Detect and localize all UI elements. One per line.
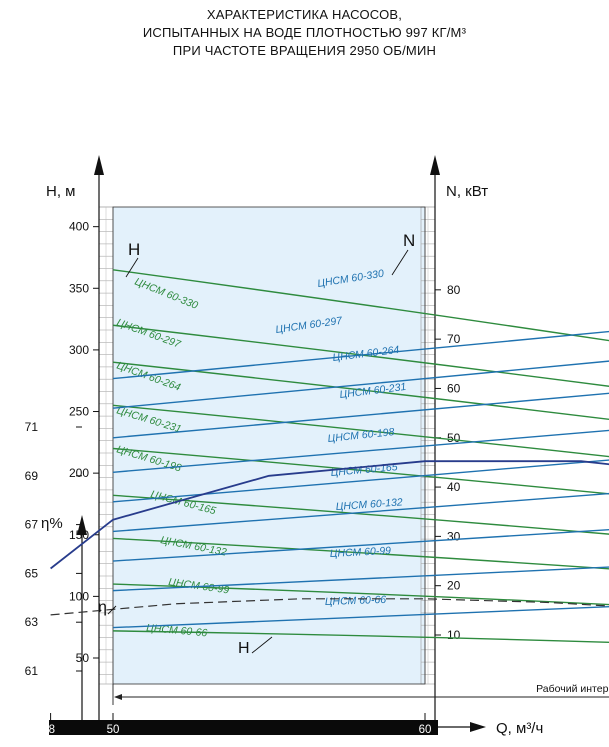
head-tick-label: 50 <box>76 651 90 665</box>
power-tick-label: 40 <box>447 480 461 494</box>
power-curve <box>112 605 609 629</box>
power-curve-label: ЦНСМ 60-132 <box>335 496 403 513</box>
head-curve-label: ЦНСМ 60-66 <box>146 622 208 639</box>
head-axis-label: H, м <box>46 183 75 200</box>
head-curve <box>112 583 609 606</box>
x-axis-arrow <box>470 722 486 732</box>
power-curve <box>112 459 609 503</box>
x-tick-label: 48 <box>42 724 55 736</box>
power-tick-label: 20 <box>447 579 461 593</box>
head-axis-arrow <box>94 155 104 175</box>
power-curve <box>112 566 609 592</box>
power-curve <box>112 360 609 409</box>
power-axis-arrow <box>430 155 440 175</box>
power-curve <box>112 330 609 380</box>
title-line-3: ПРИ ЧАСТОТЕ ВРАЩЕНИЯ 2950 ОБ/МИН <box>172 43 437 58</box>
efficiency-tick-label: 63 <box>25 615 39 629</box>
head-tick-label: 150 <box>69 528 89 542</box>
working-interval-label: Рабочий интервал <box>536 683 609 695</box>
efficiency-curve-marker: η <box>98 599 107 616</box>
title-line-2: ИСПЫТАННЫХ НА ВОДЕ ПЛОТНОСТЬЮ 997 КГ/М³ <box>142 25 467 40</box>
efficiency-tick-label: 71 <box>25 420 39 434</box>
chart-title: ХАРАКТЕРИСТИКА НАСОСОВ, ИСПЫТАННЫХ НА ВО… <box>0 6 609 60</box>
efficiency-marker-leader <box>107 605 117 615</box>
x-axis-bar <box>49 720 438 735</box>
power-curve <box>112 492 609 533</box>
head-tick-label: 250 <box>69 405 89 419</box>
dashed-head-marker: H <box>238 640 250 657</box>
head-tick-label: 100 <box>69 589 89 603</box>
head-tick-label: 300 <box>69 343 89 357</box>
head-curve <box>112 537 609 570</box>
x-tick-label: 50 <box>107 724 120 736</box>
power-curve-marker: N <box>403 231 415 250</box>
efficiency-tick-label: 61 <box>25 664 39 678</box>
power-curve-label: ЦНСМ 60-99 <box>330 545 392 560</box>
dashed-head-marker-leader <box>251 636 273 654</box>
head-tick-label: 350 <box>69 281 89 295</box>
head-tick-label: 400 <box>69 220 89 234</box>
power-curve <box>112 392 609 439</box>
efficiency-tick-label: 69 <box>25 469 39 483</box>
power-curve <box>112 429 609 473</box>
x-axis-label: Q, м³/ч <box>496 720 543 737</box>
power-curve-label: ЦНСМ 60-66 <box>325 594 387 608</box>
head-curve <box>112 404 609 458</box>
efficiency-curve <box>50 460 609 570</box>
head-marker-leader <box>125 257 139 278</box>
head-curve <box>112 630 609 643</box>
title-line-1: ХАРАКТЕРИСТИКА НАСОСОВ, <box>206 7 403 22</box>
power-tick-label: 70 <box>447 332 461 346</box>
efficiency-axis-label: η% <box>41 515 63 532</box>
power-curve <box>112 528 609 562</box>
power-axis-label: N, кВт <box>446 183 488 200</box>
power-tick-label: 30 <box>447 529 461 543</box>
efficiency-tick-label: 65 <box>25 566 39 580</box>
head-curve <box>112 361 609 421</box>
working-interval-arrow-left <box>114 694 122 700</box>
efficiency-tick-label: 67 <box>25 518 39 532</box>
power-tick-label: 50 <box>447 431 461 445</box>
power-marker-leader <box>391 249 409 276</box>
power-tick-label: 80 <box>447 283 461 297</box>
x-tick-label: 60 <box>419 724 432 736</box>
head-curve <box>112 324 609 387</box>
head-curve-marker: H <box>128 240 140 259</box>
head-curve <box>112 269 609 342</box>
power-tick-label: 10 <box>447 628 461 642</box>
head-tick-label: 200 <box>69 466 89 480</box>
power-tick-label: 60 <box>447 381 461 395</box>
